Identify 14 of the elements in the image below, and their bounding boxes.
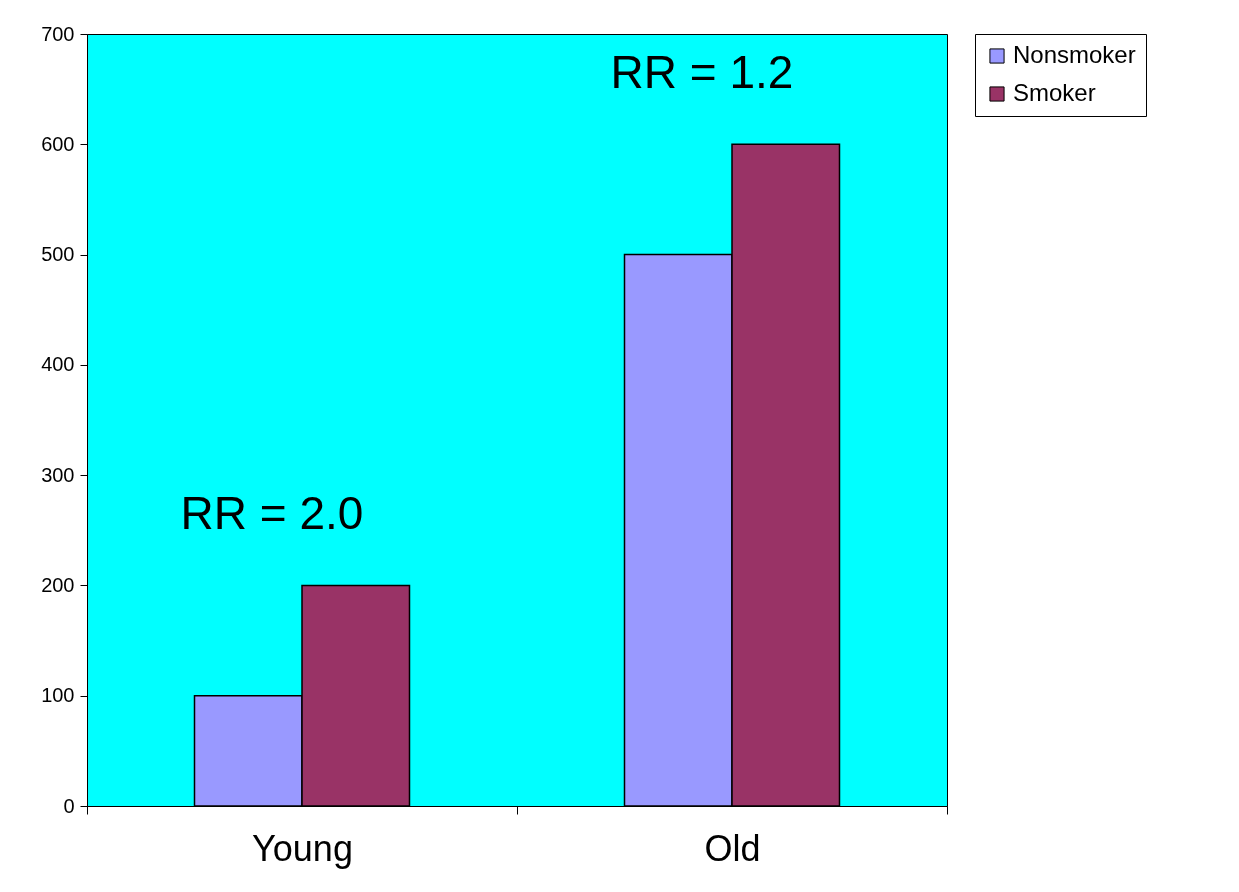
annotation: RR = 1.2 [610, 46, 794, 99]
y-tick-label: 200 [41, 573, 75, 596]
x-tick-label: Old [704, 827, 761, 869]
legend-label: Nonsmoker [1013, 41, 1136, 68]
y-tick-label: 100 [41, 684, 75, 707]
y-tick-label: 700 [41, 22, 75, 45]
x-tick-label: Young [252, 827, 353, 869]
y-tick-label: 300 [41, 463, 75, 486]
legend-label: Smoker [1013, 79, 1096, 106]
y-tick-label: 0 [63, 794, 75, 817]
y-tick-label: 500 [41, 243, 75, 266]
annotation: RR = 2.0 [180, 487, 364, 540]
y-tick-label: 400 [41, 353, 75, 376]
y-tick-label: 600 [41, 132, 75, 155]
